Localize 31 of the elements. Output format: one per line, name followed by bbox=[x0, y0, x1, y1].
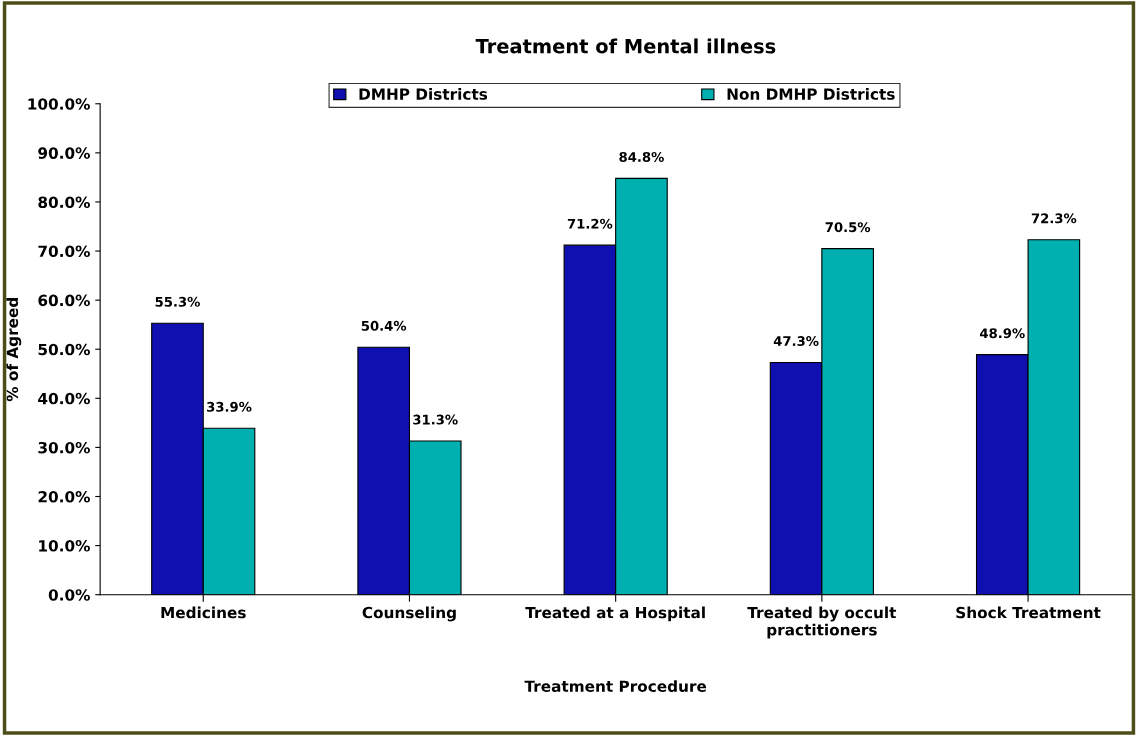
x-tick-label: Counseling bbox=[362, 606, 456, 622]
y-tick-label: 30.0% bbox=[38, 441, 90, 454]
x-tick-label: Shock Treatment bbox=[956, 606, 1101, 619]
chart-title: Treatment of Mental illness bbox=[475, 38, 776, 54]
data-label: 84.8% bbox=[619, 151, 664, 162]
data-label: 31.3% bbox=[413, 414, 458, 425]
data-label: 71.2% bbox=[567, 218, 613, 229]
data-label: 55.3% bbox=[155, 296, 200, 307]
y-tick-label: 50.0% bbox=[38, 343, 90, 356]
y-tick-label: 80.0% bbox=[38, 196, 90, 208]
y-tick-label: 40.0% bbox=[38, 392, 90, 405]
data-label: 33.9% bbox=[207, 401, 252, 412]
legend-label: DMHP Districts bbox=[359, 88, 488, 100]
legend-label: Non DMHP Districts bbox=[727, 88, 895, 100]
x-tick-label: Treated at a Hospital bbox=[525, 606, 705, 622]
data-label: 50.4% bbox=[361, 320, 407, 331]
y-tick-label: 90.0% bbox=[38, 147, 90, 159]
x-tick-label: Treated by occult practitioners bbox=[747, 606, 897, 639]
data-label: 48.9% bbox=[980, 328, 1025, 339]
y-tick-label: 70.0% bbox=[38, 245, 90, 258]
y-tick-label: 20.0% bbox=[38, 490, 90, 503]
y-tick-label: 100.0% bbox=[28, 98, 90, 110]
y-tick-label: 0.0% bbox=[48, 589, 90, 601]
y-axis-title: % of Agreed bbox=[6, 297, 22, 402]
x-tick-label: Medicines bbox=[161, 606, 246, 619]
y-tick-label: 60.0% bbox=[38, 294, 90, 307]
data-label: 72.3% bbox=[1031, 213, 1077, 224]
data-label: 70.5% bbox=[825, 222, 871, 233]
y-tick-label: 10.0% bbox=[39, 540, 90, 552]
x-axis-title: Treatment Procedure bbox=[524, 680, 707, 692]
data-label: 47.3% bbox=[773, 336, 819, 347]
